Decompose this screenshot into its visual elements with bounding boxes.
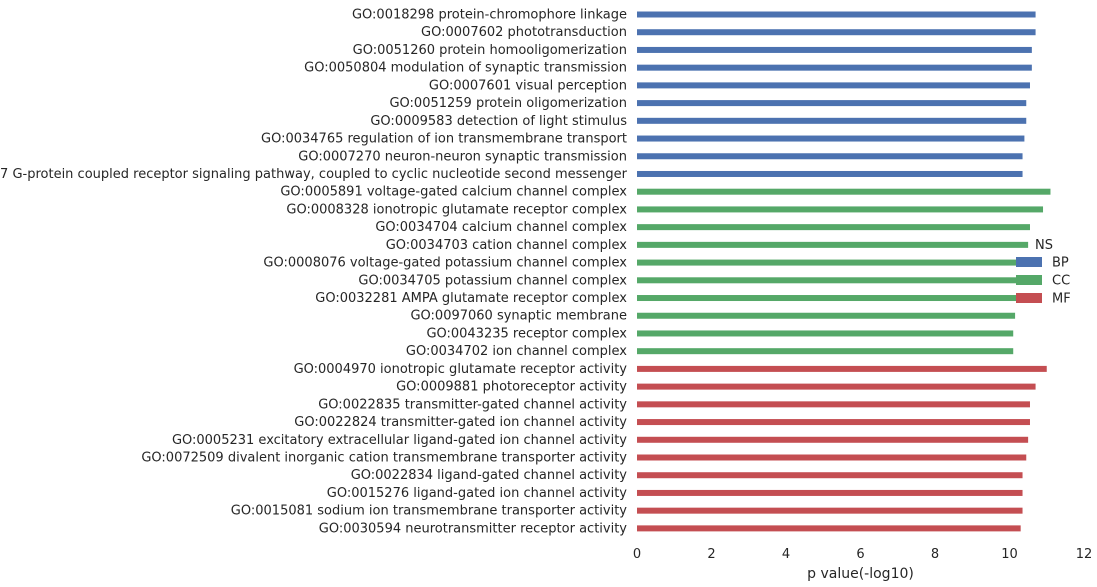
category-label: GO:0022835 transmitter-gated channel act… [318, 397, 627, 412]
bar-bp [637, 153, 1023, 160]
bar-bp [637, 11, 1036, 18]
category-label: GO:0007270 neuron-neuron synaptic transm… [298, 149, 627, 164]
bar-mf [637, 507, 1023, 514]
bar-cc [637, 330, 1014, 337]
x-axis-label: p value(-log10) [807, 566, 914, 582]
legend-title: NS [1035, 238, 1053, 253]
bar-mf [637, 365, 1047, 372]
bar-cc [637, 312, 1016, 319]
bar-mf [637, 401, 1030, 408]
category-label: GO:0034702 ion channel complex [406, 344, 627, 359]
x-tick-label: 2 [707, 547, 715, 562]
category-label: GO:0004970 ionotropic glutamate receptor… [294, 362, 628, 377]
category-labels: GO:0018298 protein-chromophore linkage GO… [0, 8, 628, 537]
bar-mf [637, 454, 1027, 461]
bar-bp [637, 170, 1023, 177]
legend-swatch-mf [1016, 293, 1042, 303]
category-label: GO:0022824 transmitter-gated ion channel… [294, 415, 627, 430]
bar-cc [637, 206, 1044, 213]
category-label: GO:0005231 excitatory extracellular liga… [172, 433, 627, 448]
bar-bp [637, 100, 1027, 107]
bar-cc [637, 188, 1051, 195]
category-label: GO:0007601 visual perception [429, 78, 627, 93]
category-label: GO:0007602 phototransduction [421, 25, 627, 40]
x-tick-label: 4 [782, 547, 790, 562]
bar-mf [637, 489, 1023, 496]
category-label: GO:0051260 protein homooligomerization [353, 43, 627, 58]
category-label: GO:0050804 modulation of synaptic transm… [304, 61, 627, 76]
bar-bp [637, 117, 1027, 124]
category-label: GO:0018298 protein-chromophore linkage [352, 8, 627, 23]
category-label: GO:0030594 neurotransmitter receptor act… [319, 521, 628, 536]
bar-bp [637, 46, 1032, 53]
category-label: GO:0009583 detection of light stimulus [370, 114, 627, 129]
bar-bp [637, 135, 1025, 142]
category-label: GO:0015276 ligand-gated ion channel acti… [327, 486, 628, 501]
category-label: GO:0022834 ligand-gated channel activity [351, 468, 628, 483]
category-label: GO:0034705 potassium channel complex [358, 273, 627, 288]
category-label: GO:0072509 divalent inorganic cation tra… [141, 451, 627, 466]
category-label: GO:0015081 sodium ion transmembrane tran… [231, 504, 627, 519]
bar-mf [637, 472, 1023, 479]
bar-cc [637, 348, 1014, 355]
category-label: GO:0034704 calcium channel complex [375, 220, 627, 235]
category-label: GO:0008076 voltage-gated potassium chann… [263, 256, 627, 271]
category-label: GO:0043235 receptor complex [426, 326, 627, 341]
x-tick-label: 10 [1001, 547, 1018, 562]
category-label: GO:0005891 voltage-gated calcium channel… [280, 185, 627, 200]
bar-cc [637, 241, 1029, 248]
bar-cc [637, 259, 1025, 266]
bar-bp [637, 64, 1032, 71]
category-label: GO:0034703 cation channel complex [386, 238, 628, 253]
x-axis-ticks: 0 2 4 6 8 10 12 [633, 547, 1092, 562]
x-tick-label: 0 [633, 547, 641, 562]
legend-label-bp: BP [1052, 256, 1069, 271]
bar-cc [637, 277, 1021, 284]
category-label: GO:0034765 regulation of ion transmembra… [261, 132, 627, 147]
category-label: GO:0008328 ionotropic glutamate receptor… [286, 202, 627, 217]
bar-mf [637, 383, 1036, 390]
legend-swatch-cc [1016, 275, 1042, 285]
bar-mf [637, 419, 1030, 426]
category-label: GO:0097060 synaptic membrane [410, 309, 627, 324]
category-label: GO:0009881 photoreceptor activity [396, 380, 627, 395]
category-label: GO:0007187 G-protein coupled receptor si… [0, 167, 628, 182]
x-tick-label: 6 [856, 547, 864, 562]
bar-cc [637, 295, 1017, 302]
legend-label-mf: MF [1052, 292, 1071, 307]
bar-bp [637, 29, 1036, 36]
category-label: GO:0051259 protein oligomerization [389, 96, 627, 111]
x-tick-label: 8 [931, 547, 939, 562]
legend-label-cc: CC [1052, 274, 1070, 289]
category-label: GO:0032281 AMPA glutamate receptor compl… [315, 291, 627, 306]
legend-swatch-bp [1016, 257, 1042, 267]
bar-cc [637, 224, 1030, 231]
bar-mf [637, 436, 1029, 443]
bar-mf [637, 525, 1021, 532]
x-tick-label: 12 [1076, 547, 1093, 562]
bars-layer [637, 11, 1051, 532]
legend: NS BP CC MF [1016, 238, 1071, 307]
bar-bp [637, 82, 1030, 89]
